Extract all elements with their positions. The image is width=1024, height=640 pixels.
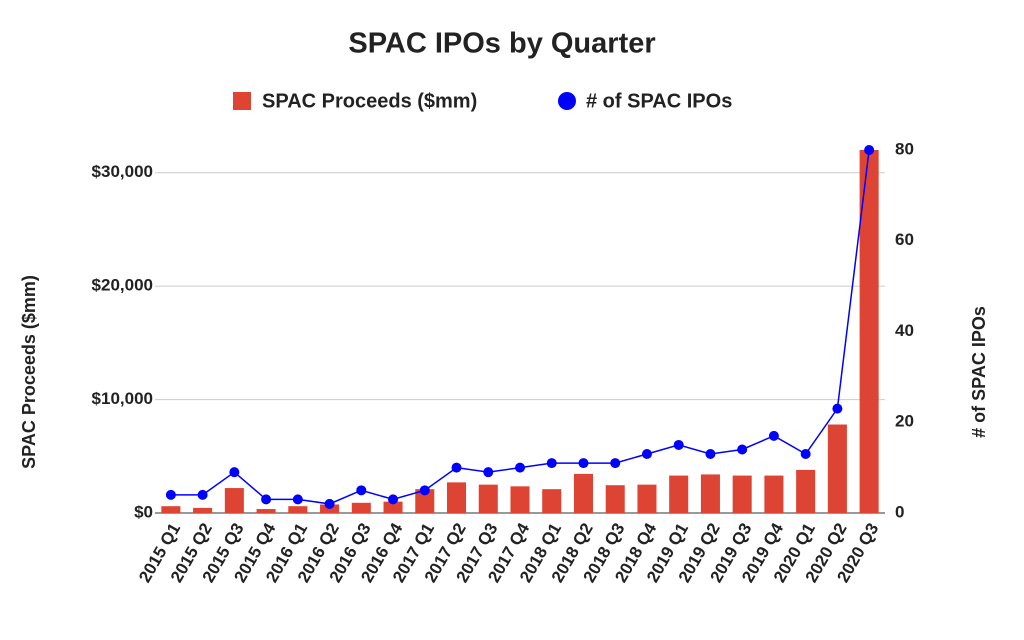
y2-tick-label: 40 bbox=[895, 321, 914, 340]
y-axis-title: SPAC Proceeds ($mm) bbox=[19, 275, 39, 469]
bar bbox=[351, 502, 371, 513]
y-tick-label: $20,000 bbox=[92, 276, 153, 295]
bar bbox=[637, 484, 657, 513]
bar bbox=[256, 509, 276, 513]
bar bbox=[193, 507, 213, 513]
line-point bbox=[261, 494, 272, 505]
legend-label: # of SPAC IPOs bbox=[586, 90, 732, 112]
bar bbox=[415, 489, 435, 513]
bar bbox=[478, 484, 498, 513]
bar bbox=[224, 488, 244, 513]
line bbox=[170, 149, 870, 505]
bar bbox=[796, 469, 816, 513]
line-point bbox=[483, 467, 494, 478]
y-tick-label: $30,000 bbox=[92, 162, 153, 181]
bar bbox=[605, 485, 625, 513]
line-point bbox=[388, 494, 399, 505]
bar bbox=[447, 482, 467, 513]
line-point bbox=[610, 458, 621, 469]
bar bbox=[827, 424, 847, 513]
bar bbox=[161, 506, 181, 513]
bar bbox=[764, 475, 784, 513]
bar bbox=[288, 506, 308, 513]
line-point bbox=[546, 458, 557, 469]
line-point bbox=[864, 145, 875, 155]
line-point bbox=[578, 458, 589, 469]
line-point bbox=[451, 462, 462, 473]
y-tick-label: $0 bbox=[134, 502, 153, 521]
line-point bbox=[737, 444, 748, 455]
bar bbox=[542, 489, 562, 513]
line-point bbox=[705, 449, 716, 460]
y2-tick-label: 20 bbox=[895, 412, 914, 431]
legend-swatch bbox=[233, 92, 251, 110]
line-point bbox=[641, 449, 652, 460]
line-point bbox=[419, 485, 430, 496]
line-point bbox=[197, 489, 208, 500]
bar bbox=[700, 474, 720, 513]
bar bbox=[510, 486, 530, 513]
line-point bbox=[356, 485, 367, 496]
legend-label: SPAC Proceeds ($mm) bbox=[262, 90, 477, 112]
chart-title: SPAC IPOs by Quarter bbox=[348, 28, 655, 60]
line-point bbox=[324, 498, 335, 509]
bar bbox=[383, 501, 403, 513]
y2-tick-label: 0 bbox=[895, 502, 904, 521]
line-point bbox=[229, 467, 240, 478]
line-point bbox=[515, 462, 525, 473]
y2-axis-title: # of SPAC IPOs bbox=[969, 306, 989, 438]
legend-swatch bbox=[558, 92, 576, 110]
line-point bbox=[673, 439, 684, 450]
line-point bbox=[292, 494, 303, 505]
line-point bbox=[800, 449, 811, 460]
line-point bbox=[768, 430, 779, 441]
y2-tick-label: 60 bbox=[895, 230, 914, 249]
y2-tick-label: 80 bbox=[895, 139, 914, 158]
bar bbox=[669, 475, 689, 513]
bar bbox=[732, 475, 752, 513]
bar bbox=[573, 473, 593, 513]
y-tick-label: $10,000 bbox=[92, 389, 153, 408]
line-point bbox=[165, 489, 176, 500]
line-point bbox=[832, 403, 843, 414]
bar bbox=[859, 150, 879, 513]
